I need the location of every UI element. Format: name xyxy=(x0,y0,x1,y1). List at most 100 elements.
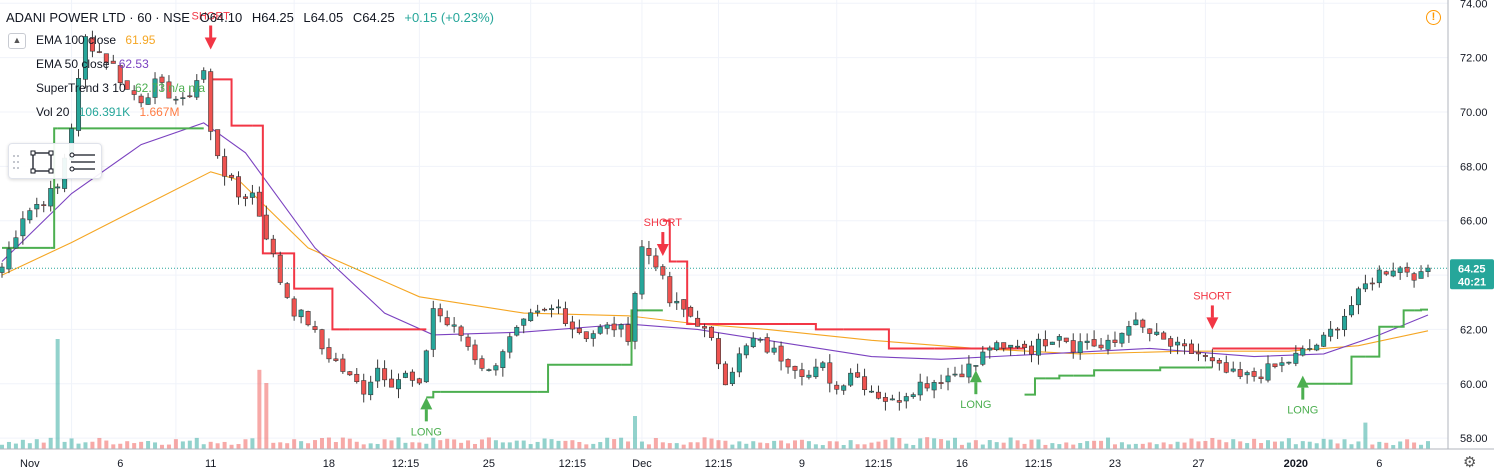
time-tick-label: 2020 xyxy=(1284,458,1308,470)
candle-body xyxy=(402,372,408,378)
candle xyxy=(855,363,861,378)
warning-icon[interactable]: ! xyxy=(1426,10,1441,25)
candle xyxy=(208,68,214,141)
candle xyxy=(889,394,895,401)
candle-body xyxy=(987,347,993,351)
candle xyxy=(6,241,12,274)
volume-bar xyxy=(925,437,930,449)
candle-body xyxy=(660,266,666,276)
candle-body xyxy=(208,71,214,132)
candle xyxy=(834,381,840,395)
supertrend-segment xyxy=(273,252,316,290)
volume-bar xyxy=(549,439,554,449)
volume-bar xyxy=(584,444,589,449)
candle-body xyxy=(0,266,5,273)
volume-bar xyxy=(1342,439,1347,449)
symbol-header: ADANI POWER LTD · 60 · NSE O64.10 H64.25… xyxy=(6,10,500,25)
candle xyxy=(215,129,221,159)
candle xyxy=(632,291,638,350)
price-tick-label: 68.00 xyxy=(1460,161,1488,173)
candle-body xyxy=(1307,348,1313,350)
price-tick-label: 70.00 xyxy=(1460,107,1488,119)
volume-bar xyxy=(278,442,283,449)
candle-body xyxy=(326,347,332,360)
candle-body xyxy=(1140,319,1146,328)
candle xyxy=(806,370,812,380)
volume-bar xyxy=(229,444,234,449)
candle xyxy=(1216,358,1222,371)
legend-volume[interactable]: Vol 20 106.391K 1.667M xyxy=(36,105,179,119)
candle xyxy=(1335,327,1341,339)
long-signal-label: LONG xyxy=(1287,405,1318,417)
candle xyxy=(409,369,415,387)
candle-body xyxy=(416,378,422,384)
volume-bar xyxy=(876,441,881,449)
candle-body xyxy=(736,353,742,373)
candle xyxy=(771,341,777,355)
candle xyxy=(653,248,659,272)
candle xyxy=(1015,339,1021,350)
volume-bar xyxy=(535,441,540,449)
drag-handle-icon[interactable] xyxy=(13,155,19,169)
candle xyxy=(242,193,248,207)
candle xyxy=(256,186,262,217)
candle xyxy=(1056,334,1062,348)
candle-body xyxy=(903,396,909,402)
volume-bar xyxy=(1363,422,1368,449)
candle xyxy=(284,281,290,299)
volume-bar xyxy=(97,437,102,449)
volume-bar xyxy=(556,440,561,449)
candle xyxy=(966,355,972,384)
horizontal-lines-icon[interactable] xyxy=(69,152,95,172)
candle xyxy=(249,184,255,205)
time-tick-label: 12:15 xyxy=(705,458,733,470)
candle-body xyxy=(1300,348,1306,356)
legend-ema100[interactable]: EMA 100 close 61.95 xyxy=(36,33,155,47)
volume-bar xyxy=(76,443,81,449)
candle xyxy=(472,339,478,365)
candle-body xyxy=(395,379,401,390)
volume-bar xyxy=(340,437,345,449)
volume-bar xyxy=(452,439,457,449)
volume-bar xyxy=(424,443,429,449)
time-axis-ticks: Nov 6 11 18 12:15 25 12:15 Dec 12:15 9 12:15 16 12:1… xyxy=(20,458,1382,470)
candle xyxy=(493,363,499,376)
candle xyxy=(882,392,888,411)
candle xyxy=(785,358,791,374)
candle xyxy=(729,367,735,387)
legend-supertrend[interactable]: SuperTrend 3 10 62.73 n/a n/a xyxy=(36,81,205,95)
candle-body xyxy=(869,390,875,393)
symbol-title[interactable]: ADANI POWER LTD · 60 · NSE xyxy=(6,10,190,25)
candle xyxy=(820,360,826,371)
volume-bar xyxy=(1112,444,1117,449)
gear-icon[interactable]: ⚙ xyxy=(1463,454,1477,471)
candle xyxy=(1321,332,1327,347)
candle-body xyxy=(242,196,248,199)
rectangle-tool-icon[interactable] xyxy=(30,150,54,174)
volume-bar xyxy=(1008,437,1013,449)
candle-body xyxy=(695,317,701,327)
candle xyxy=(931,379,937,399)
candle xyxy=(103,53,109,70)
long-signal-label: LONG xyxy=(411,426,442,438)
candle-body xyxy=(1328,328,1334,337)
candle xyxy=(1098,337,1104,350)
volume-bar xyxy=(1321,438,1326,449)
legend-ema50[interactable]: EMA 50 close 62.53 xyxy=(36,57,149,71)
legend-collapse-button[interactable]: ▲ xyxy=(8,33,26,49)
volume-bar xyxy=(1377,441,1382,449)
candle-body xyxy=(931,382,937,391)
candle xyxy=(55,183,61,195)
candle-body xyxy=(110,60,116,64)
candle xyxy=(1202,353,1208,362)
volume-bar xyxy=(1182,442,1187,449)
candle-body xyxy=(855,372,861,378)
candle xyxy=(792,365,798,379)
legend-supertrend-value: 62.73 n/a n/a xyxy=(134,81,206,95)
candle-body xyxy=(528,312,534,322)
candle xyxy=(681,299,687,318)
long-arrow-stem xyxy=(424,409,428,422)
volume-bar xyxy=(1300,441,1305,449)
